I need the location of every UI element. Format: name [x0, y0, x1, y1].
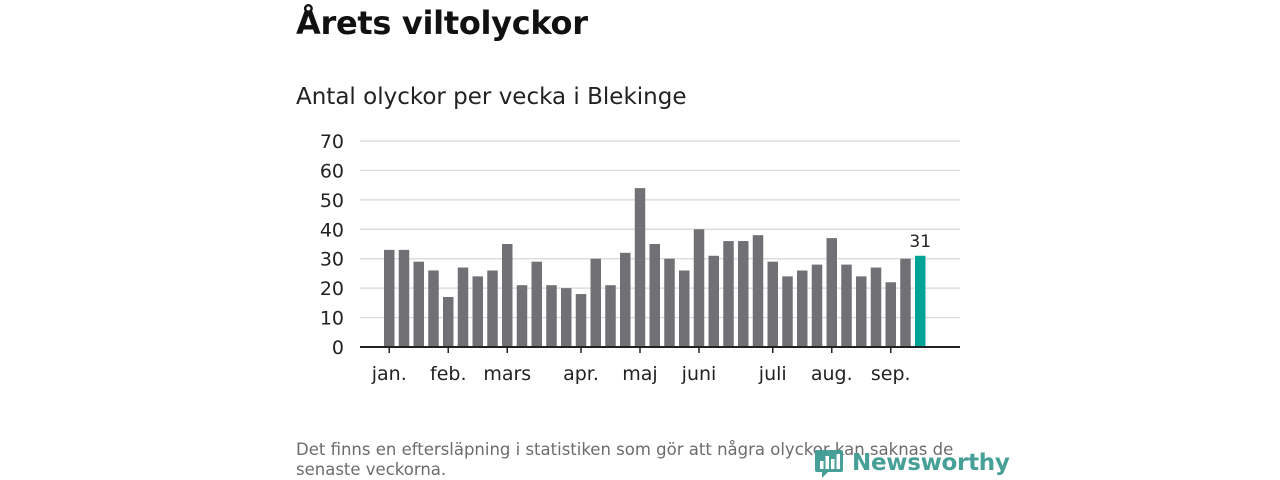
bar — [826, 238, 837, 347]
y-axis-ticks: 0 10 20 30 40 50 60 70 — [320, 131, 344, 359]
bar — [738, 241, 749, 347]
bar — [575, 294, 587, 347]
data-labels: 31 — [909, 232, 931, 252]
x-tick-label: juli — [758, 363, 787, 385]
x-tick-label: juni — [681, 363, 717, 385]
bar — [590, 258, 601, 347]
x-tick-label: jan. — [371, 363, 407, 385]
bar — [516, 285, 528, 347]
bar — [457, 267, 469, 347]
y-tick-label: 30 — [320, 249, 344, 271]
bar — [531, 261, 542, 347]
bar — [413, 261, 424, 347]
x-tick-label: sep. — [871, 363, 911, 385]
chart-title: Antal olyckor per vecka i Blekinge — [296, 84, 687, 110]
bar — [723, 241, 734, 347]
bar — [841, 264, 852, 347]
bar — [900, 258, 911, 347]
bar-chart-bubble-icon — [815, 450, 843, 478]
bar — [664, 258, 675, 347]
y-tick-label: 20 — [320, 278, 344, 300]
bar — [428, 270, 439, 347]
brand-name: Newsworthy — [852, 450, 1010, 476]
bars — [360, 188, 960, 348]
bar — [811, 264, 823, 347]
bar — [620, 252, 631, 347]
bar — [487, 270, 498, 347]
x-tick-label: apr. — [563, 363, 599, 385]
x-tick-label: maj — [622, 363, 657, 385]
data-label: 31 — [909, 232, 931, 252]
bar — [634, 188, 646, 347]
bar — [398, 249, 410, 347]
bar — [605, 285, 616, 347]
page-title: Årets viltolyckor — [296, 4, 588, 42]
y-tick-label: 10 — [320, 308, 344, 330]
footnote: Det finns en eftersläpning i statistiken… — [296, 440, 954, 479]
bar — [782, 276, 793, 347]
brand-logo: Newsworthy — [814, 446, 1010, 480]
bar — [752, 235, 764, 347]
bar — [767, 261, 778, 347]
bar — [693, 229, 705, 347]
y-tick-label: 70 — [320, 131, 344, 153]
x-axis-ticks: jan. feb. mars apr. maj juni juli aug. sep. — [371, 347, 911, 385]
bar — [870, 267, 882, 347]
x-tick-label: mars — [483, 363, 531, 385]
bar — [443, 296, 454, 347]
bar — [384, 249, 395, 347]
bar — [885, 282, 896, 347]
bar — [649, 244, 660, 347]
bar — [502, 244, 513, 347]
bar — [708, 255, 719, 347]
y-tick-label: 50 — [320, 190, 344, 212]
bar — [472, 276, 483, 347]
y-tick-label: 60 — [320, 160, 344, 182]
bar — [546, 285, 557, 347]
x-tick-label: feb. — [430, 363, 466, 385]
highlighted-bar — [915, 255, 926, 347]
bar — [856, 276, 867, 347]
y-tick-label: 40 — [320, 219, 344, 241]
y-tick-label: 0 — [332, 337, 344, 359]
bar — [679, 270, 690, 347]
x-tick-label: aug. — [811, 363, 853, 385]
bar — [797, 270, 808, 347]
bar — [561, 288, 572, 347]
